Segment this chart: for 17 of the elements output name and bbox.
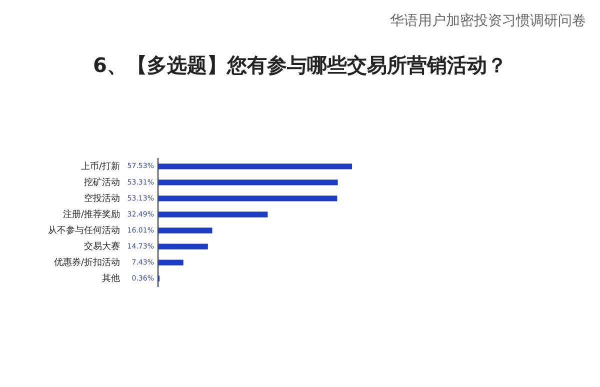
chart-title: 6、【多选题】您有参与哪些交易所营销活动？ xyxy=(92,52,508,79)
y-tick-label: 从不参与任何活动 xyxy=(48,224,120,236)
y-tick-label: 其他 xyxy=(102,272,120,284)
bar xyxy=(158,196,338,202)
y-tick-label: 优惠券/折扣活动 xyxy=(54,256,120,268)
bar xyxy=(158,228,212,234)
y-tick-label: 上币/打新 xyxy=(80,160,120,172)
bar xyxy=(158,164,352,170)
y-tick-label: 注册/推荐奖励 xyxy=(62,208,120,220)
bar xyxy=(158,212,268,218)
y-tick-label: 交易大赛 xyxy=(84,240,120,252)
bar xyxy=(158,180,338,186)
bar xyxy=(158,244,208,250)
bar xyxy=(158,260,184,266)
y-tick-label: 空投活动 xyxy=(84,192,120,204)
text: 华语用户加密投资习惯调研问卷 xyxy=(390,12,586,30)
y-tick-label: 挖矿活动 xyxy=(84,176,120,188)
